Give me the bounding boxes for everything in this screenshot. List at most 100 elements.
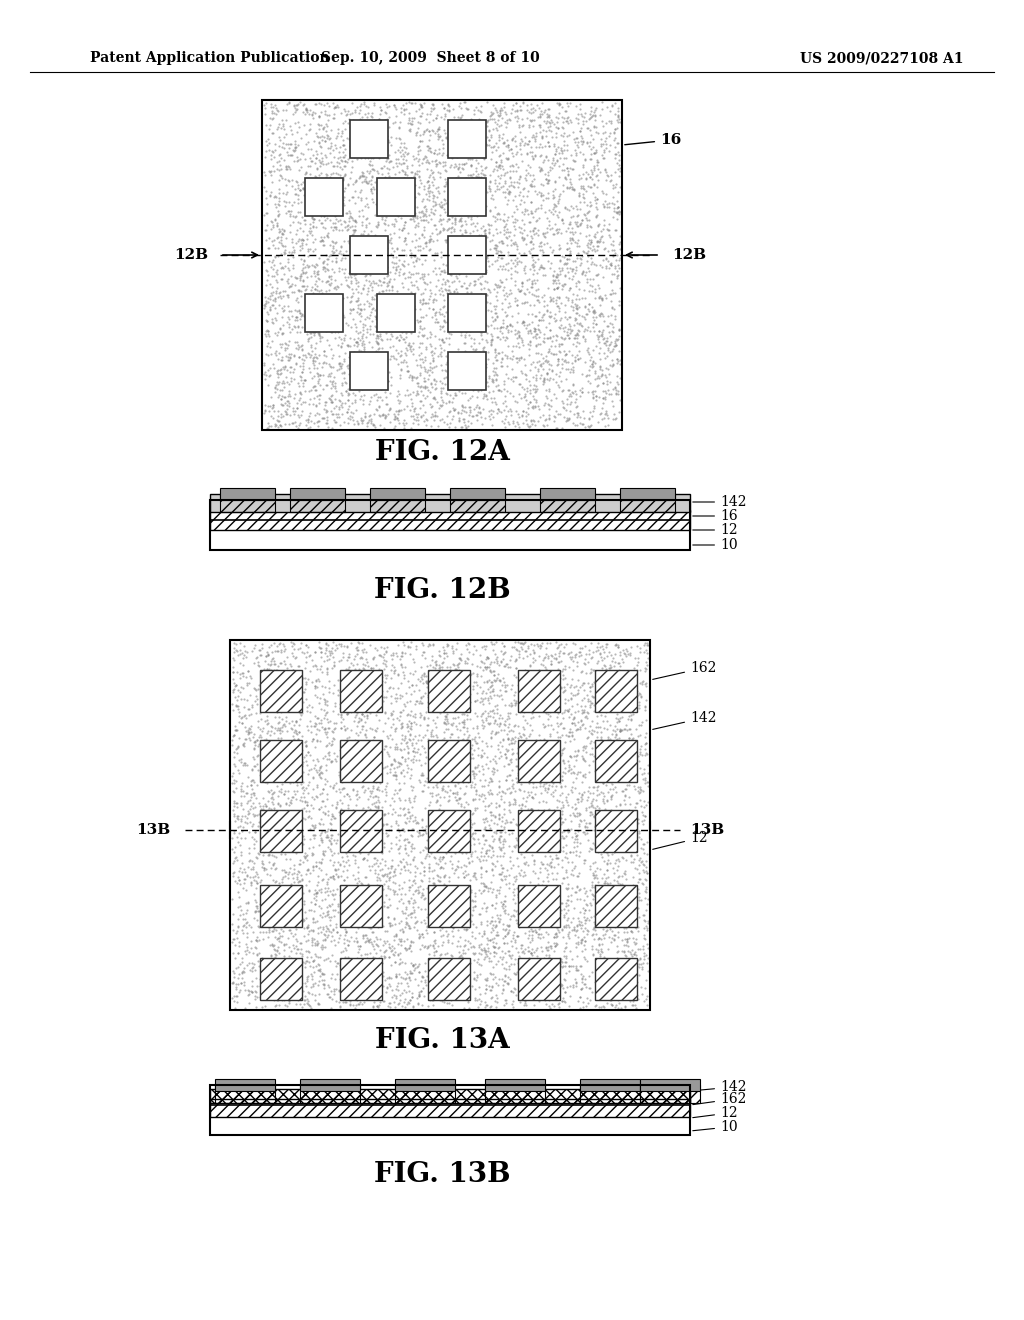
Point: [523, 700, 540, 721]
Point: [446, 741, 463, 762]
Point: [331, 407, 347, 428]
Point: [534, 895, 550, 916]
Point: [537, 750, 553, 771]
Point: [327, 950, 343, 972]
Point: [325, 865, 341, 886]
Point: [402, 935, 419, 956]
Point: [360, 96, 377, 117]
Point: [638, 899, 654, 920]
Point: [436, 722, 453, 743]
Point: [447, 953, 464, 974]
Point: [408, 298, 424, 319]
Point: [513, 898, 529, 919]
Point: [281, 276, 297, 297]
Point: [260, 396, 276, 417]
Point: [266, 685, 283, 706]
Point: [281, 252, 297, 273]
Point: [490, 808, 507, 829]
Point: [567, 95, 584, 116]
Point: [471, 936, 487, 957]
Point: [308, 148, 325, 169]
Point: [585, 182, 601, 203]
Point: [278, 333, 294, 354]
Point: [470, 342, 486, 363]
Point: [330, 704, 346, 725]
Point: [497, 713, 513, 734]
Point: [298, 734, 314, 755]
Point: [637, 738, 653, 759]
Point: [543, 644, 559, 665]
Point: [638, 869, 654, 890]
Point: [380, 308, 396, 329]
Point: [464, 925, 480, 946]
Point: [304, 341, 321, 362]
Point: [290, 338, 306, 359]
Point: [540, 754, 556, 775]
Point: [588, 306, 604, 327]
Point: [294, 235, 310, 256]
Point: [583, 248, 599, 269]
Point: [358, 193, 375, 214]
Point: [450, 226, 466, 247]
Point: [287, 317, 303, 338]
Point: [463, 128, 479, 149]
Point: [414, 325, 430, 346]
Point: [356, 293, 373, 314]
Point: [580, 164, 596, 185]
Point: [356, 978, 373, 999]
Point: [560, 107, 577, 128]
Point: [459, 277, 475, 298]
Point: [436, 874, 453, 895]
Point: [344, 755, 360, 776]
Point: [595, 380, 611, 401]
Point: [264, 920, 281, 941]
Point: [403, 317, 420, 338]
Point: [351, 837, 368, 858]
Point: [281, 990, 297, 1011]
Point: [410, 993, 426, 1014]
Point: [336, 263, 352, 284]
Point: [307, 882, 324, 903]
Point: [324, 322, 340, 343]
Point: [409, 381, 425, 403]
Point: [472, 677, 488, 698]
Point: [309, 198, 326, 219]
Point: [518, 730, 535, 751]
Point: [256, 875, 272, 896]
Point: [430, 948, 446, 969]
Point: [554, 892, 570, 913]
Point: [265, 788, 282, 809]
Point: [487, 723, 504, 744]
Point: [408, 675, 424, 696]
Point: [489, 104, 506, 125]
Point: [550, 348, 566, 370]
Point: [272, 318, 289, 339]
Point: [244, 770, 260, 791]
Point: [395, 411, 412, 432]
Point: [358, 948, 375, 969]
Point: [478, 156, 495, 177]
Point: [357, 986, 374, 1007]
Point: [271, 675, 288, 696]
Point: [403, 170, 420, 191]
Point: [261, 969, 278, 990]
Point: [511, 243, 527, 264]
Point: [284, 787, 300, 808]
Point: [562, 318, 579, 339]
Point: [500, 779, 516, 800]
Point: [434, 129, 451, 150]
Point: [582, 195, 598, 216]
Point: [551, 734, 567, 755]
Point: [404, 954, 421, 975]
Point: [276, 255, 293, 276]
Point: [434, 656, 451, 677]
Point: [308, 271, 325, 292]
Point: [360, 331, 377, 352]
Point: [437, 890, 454, 911]
Bar: [340, 958, 382, 1001]
Point: [336, 350, 352, 371]
Point: [304, 824, 321, 845]
Point: [364, 657, 380, 678]
Point: [599, 634, 615, 655]
Point: [364, 876, 380, 898]
